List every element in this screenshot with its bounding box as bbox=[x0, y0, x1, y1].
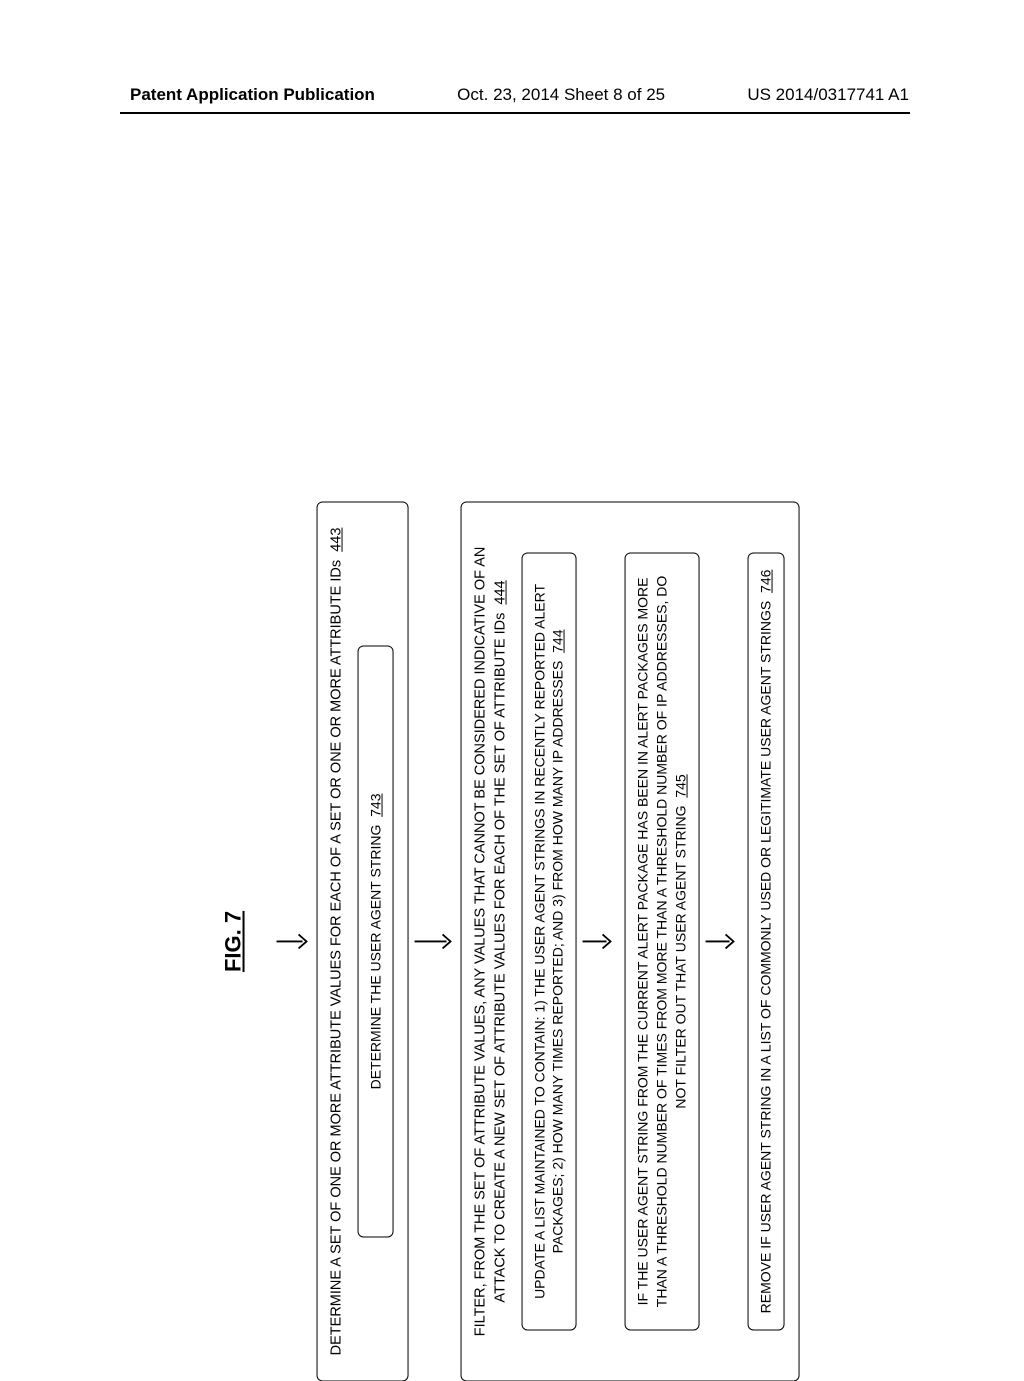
box-745-text: IF THE USER AGENT STRING FROM THE CURREN… bbox=[635, 576, 689, 1308]
box-443-ref: 443 bbox=[329, 528, 345, 552]
box-743-ref: 743 bbox=[367, 794, 383, 817]
box-745-ref: 745 bbox=[673, 774, 689, 797]
flow-box-444: FILTER, FROM THE SET OF ATTRIBUTE VALUES… bbox=[461, 501, 799, 1381]
arrow-icon bbox=[415, 501, 455, 1381]
flow-box-743: DETERMINE THE USER AGENT STRING 743 bbox=[357, 645, 394, 1237]
box-744-ref: 744 bbox=[550, 630, 566, 653]
page-header: Patent Application Publication Oct. 23, … bbox=[0, 85, 1024, 105]
header-divider bbox=[120, 112, 910, 114]
box-444-text: FILTER, FROM THE SET OF ATTRIBUTE VALUES… bbox=[473, 547, 509, 1337]
box-743-text: DETERMINE THE USER AGENT STRING bbox=[367, 825, 383, 1090]
header-publication: Patent Application Publication bbox=[130, 85, 375, 105]
arrow-icon bbox=[583, 518, 615, 1364]
arrow-icon bbox=[706, 518, 738, 1364]
header-sheet-info: Oct. 23, 2014 Sheet 8 of 25 bbox=[457, 85, 665, 105]
box-443-text: DETERMINE A SET OF ONE OR MORE ATTRIBUTE… bbox=[329, 560, 345, 1355]
flow-box-745: IF THE USER AGENT STRING FROM THE CURREN… bbox=[625, 552, 700, 1330]
figure-title: FIG. 7 bbox=[221, 501, 247, 1381]
box-744-text: UPDATE A LIST MAINTAINED TO CONTAIN: 1) … bbox=[531, 584, 566, 1299]
figure-7: FIG. 7 DETERMINE A SET OF ONE OR MORE AT… bbox=[221, 501, 804, 1381]
box-444-ref: 444 bbox=[493, 580, 509, 604]
box-746-text: REMOVE IF USER AGENT STRING IN A LIST OF… bbox=[758, 601, 774, 1314]
flow-box-744: UPDATE A LIST MAINTAINED TO CONTAIN: 1) … bbox=[521, 552, 577, 1330]
flow-box-443: DETERMINE A SET OF ONE OR MORE ATTRIBUTE… bbox=[317, 501, 409, 1381]
flow-box-746: REMOVE IF USER AGENT STRING IN A LIST OF… bbox=[748, 552, 785, 1330]
header-doc-number: US 2014/0317741 A1 bbox=[747, 85, 909, 105]
arrow-icon bbox=[277, 501, 311, 1381]
box-746-ref: 746 bbox=[758, 570, 774, 593]
